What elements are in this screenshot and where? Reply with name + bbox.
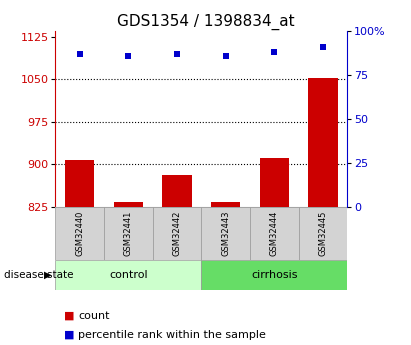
Bar (65, 160, 95, 207)
Point (174, 51, 180, 57)
Bar (104, 207, 153, 260)
Text: disease state: disease state (4, 270, 74, 280)
Text: count: count (78, 311, 110, 321)
Text: GSM32442: GSM32442 (173, 211, 182, 256)
Bar (299, 207, 347, 260)
Text: cirrhosis: cirrhosis (251, 270, 298, 280)
Text: GSM32441: GSM32441 (124, 211, 133, 256)
Text: GSM32445: GSM32445 (319, 211, 328, 256)
Point (320, 44, 326, 50)
Point (222, 53, 229, 58)
Bar (250, 207, 299, 260)
Bar (308, 78, 337, 207)
Text: percentile rank within the sample: percentile rank within the sample (78, 330, 266, 339)
Point (125, 53, 132, 58)
Bar (201, 260, 347, 290)
Text: control: control (109, 270, 148, 280)
Text: GSM32444: GSM32444 (270, 211, 279, 256)
Bar (162, 175, 192, 207)
Text: ■: ■ (64, 330, 74, 339)
Text: GDS1354 / 1398834_at: GDS1354 / 1398834_at (117, 14, 294, 30)
Bar (114, 203, 143, 207)
Bar (55, 207, 104, 260)
Bar (153, 207, 201, 260)
Point (76, 51, 83, 57)
Text: ▶: ▶ (44, 270, 51, 280)
Text: GSM32443: GSM32443 (221, 211, 230, 256)
Text: ■: ■ (64, 311, 74, 321)
Bar (211, 203, 240, 207)
Bar (55, 260, 201, 290)
Bar (201, 207, 250, 260)
Point (271, 49, 277, 55)
Bar (260, 158, 289, 207)
Text: GSM32440: GSM32440 (75, 211, 84, 256)
